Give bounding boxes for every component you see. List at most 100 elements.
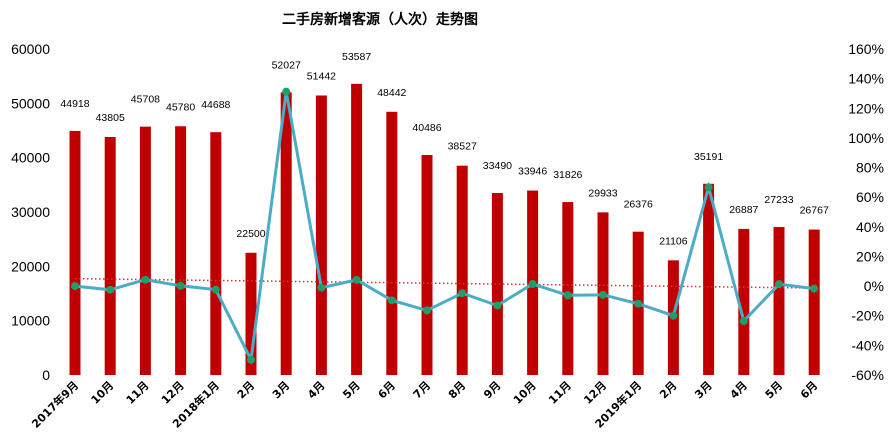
bar	[703, 183, 715, 375]
x-tick-label: 12月	[159, 379, 187, 407]
bar-value-label: 48442	[377, 87, 406, 99]
left-tick-label: 50000	[11, 95, 50, 111]
line-series	[71, 87, 819, 365]
right-tick-label: 80%	[856, 160, 884, 176]
bar	[139, 126, 151, 375]
bar-value-label: 44688	[201, 99, 230, 111]
bar	[738, 228, 750, 375]
bar-value-label: 35191	[694, 151, 723, 163]
bar-value-label: 44918	[60, 98, 89, 110]
left-axis: 0 10000 20000 30000 40000 50000 60000	[11, 41, 50, 383]
x-tick-label: 5月	[763, 379, 785, 401]
trendline-path	[74, 277, 815, 289]
line-marker	[176, 281, 185, 290]
bar	[351, 83, 363, 375]
bar-value-label: 26887	[729, 204, 758, 216]
line-marker	[282, 87, 291, 96]
line-marker	[211, 285, 220, 294]
left-tick-label: 20000	[11, 258, 50, 274]
x-tick-label: 3月	[692, 379, 714, 401]
line-marker	[810, 284, 819, 293]
bar	[245, 252, 257, 375]
line-marker	[563, 291, 572, 300]
x-tick-label: 3月	[270, 379, 292, 401]
x-tick-label: 12月	[581, 379, 609, 407]
bar	[773, 227, 785, 375]
right-tick-label: -60%	[851, 367, 884, 383]
line-marker	[739, 317, 748, 326]
x-tick-label: 8月	[446, 379, 468, 401]
bar-value-label: 22500	[236, 228, 265, 240]
bar	[491, 193, 503, 375]
line-marker	[106, 285, 115, 294]
bar	[456, 165, 468, 375]
x-tick-label: 10月	[511, 379, 539, 407]
line-marker	[458, 289, 467, 298]
line-marker	[352, 275, 361, 284]
x-tick-label: 2月	[235, 379, 257, 401]
left-tick-label: 0	[42, 367, 50, 383]
line-marker	[704, 183, 713, 192]
line-marker	[71, 282, 79, 291]
right-tick-label: 40%	[856, 219, 884, 235]
bar	[386, 111, 398, 376]
bar-value-label: 33946	[518, 166, 547, 178]
x-tick-label: 10月	[89, 379, 117, 407]
chart-title: 二手房新增客源（人次）走势图	[282, 11, 478, 28]
line-marker	[528, 280, 537, 289]
bar-value-label: 26767	[800, 205, 829, 217]
x-tick-label: 7月	[411, 379, 433, 401]
bar	[210, 132, 222, 375]
left-tick-label: 30000	[11, 204, 50, 220]
bar	[104, 136, 116, 375]
left-tick-label: 10000	[11, 313, 50, 329]
line-marker	[423, 306, 431, 315]
right-axis: -60% -40% -20% 0% 20% 40% 60% 80% 100% 120% 140% 16…	[848, 41, 884, 383]
data-labels: 44918 43805 45708 45780 44688 22500 52027 51442…	[60, 51, 829, 247]
x-tick-label: 6月	[798, 379, 820, 401]
bar	[69, 130, 81, 375]
bar-value-label: 52027	[272, 59, 301, 71]
bar-series	[69, 83, 820, 376]
right-tick-label: -20%	[851, 308, 884, 324]
right-tick-label: 0%	[864, 278, 884, 294]
x-tick-label: 9月	[481, 379, 503, 401]
bar-value-label: 26376	[624, 199, 653, 211]
bar-value-label: 40486	[412, 122, 441, 134]
bar	[562, 202, 574, 375]
bar-value-label: 45780	[166, 101, 195, 113]
right-tick-label: 100%	[848, 130, 884, 146]
right-tick-label: 160%	[848, 41, 884, 57]
bar-value-label: 31826	[553, 169, 582, 181]
x-tick-label: 5月	[340, 379, 362, 401]
bar	[315, 95, 327, 375]
x-tick-label: 2月	[657, 379, 679, 401]
line-marker	[634, 299, 643, 308]
bar	[280, 92, 292, 375]
x-tick-label: 2017年9月	[29, 378, 82, 431]
bar	[421, 155, 433, 375]
line-marker	[317, 283, 326, 292]
line-marker	[599, 290, 607, 299]
line-marker	[775, 280, 783, 289]
bar-value-label: 51442	[307, 70, 336, 82]
right-tick-label: 140%	[848, 71, 884, 87]
bar	[175, 126, 187, 376]
bar-value-label: 33490	[483, 160, 512, 172]
line-marker	[669, 311, 678, 320]
bar-value-label: 27233	[764, 194, 793, 206]
line-marker	[493, 301, 502, 310]
line-marker	[387, 296, 396, 305]
x-tick-label: 11月	[546, 379, 574, 407]
left-tick-label: 40000	[11, 150, 50, 166]
right-tick-label: -40%	[851, 337, 884, 353]
right-tick-label: 120%	[848, 100, 884, 116]
x-tick-label: 4月	[728, 379, 750, 401]
right-tick-label: 20%	[856, 248, 884, 264]
bar-value-label: 53587	[342, 51, 371, 63]
x-tick-label: 11月	[124, 379, 152, 407]
bar-value-label: 29933	[588, 187, 617, 199]
x-tick-label: 4月	[305, 379, 327, 401]
line-path	[74, 91, 815, 365]
